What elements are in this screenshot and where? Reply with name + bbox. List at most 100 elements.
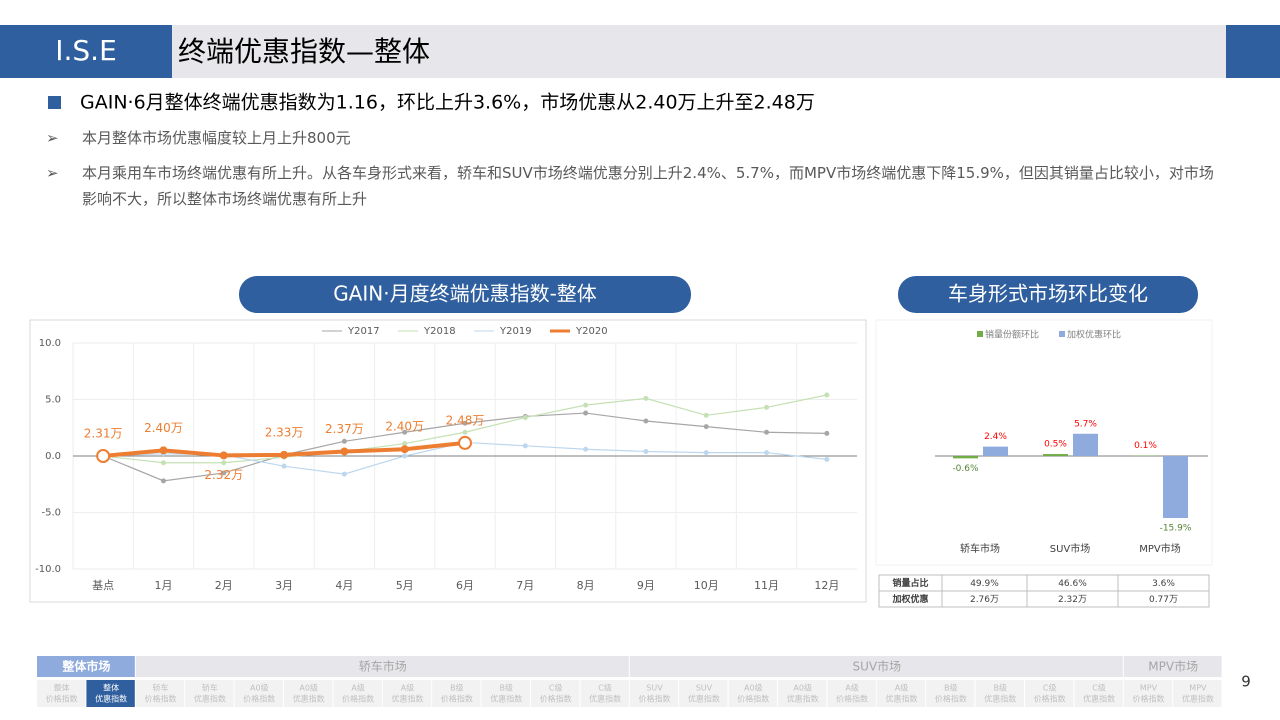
point bbox=[703, 424, 709, 430]
nav-tab bbox=[135, 656, 629, 677]
x-tick-label: 6月 bbox=[456, 579, 474, 592]
nav-item-label: 价格指数 bbox=[145, 694, 177, 704]
point bbox=[643, 395, 649, 401]
nav-item bbox=[86, 680, 135, 707]
point bbox=[340, 447, 349, 456]
nav-item-label: 价格指数 bbox=[836, 694, 868, 704]
chart-title-pill bbox=[898, 276, 1198, 313]
chart-title: GAIN·月度终端优惠指数-整体 bbox=[333, 282, 597, 306]
table-cell-text: 46.6% bbox=[1058, 579, 1087, 589]
legend-swatch bbox=[977, 331, 983, 337]
nav-item-label: C级 bbox=[1092, 683, 1106, 693]
nav-item-label: 优惠指数 bbox=[392, 694, 424, 704]
arrow: ➢ bbox=[46, 129, 59, 147]
point-annotation: 2.40万 bbox=[385, 420, 424, 434]
point bbox=[341, 438, 347, 444]
nav-item-label: B级 bbox=[500, 683, 514, 693]
nav-item-label: 优惠指数 bbox=[293, 694, 325, 704]
point-annotation: 2.31万 bbox=[84, 427, 123, 441]
point bbox=[824, 456, 830, 462]
brand-block bbox=[0, 25, 172, 78]
nav-item bbox=[580, 680, 629, 707]
nav-item-label: 优惠指数 bbox=[688, 694, 720, 704]
table-row-header: 销量占比 bbox=[892, 577, 928, 589]
chart-title: 车身形式市场环比变化 bbox=[948, 282, 1148, 306]
nav-item-label: A0级 bbox=[793, 683, 812, 693]
plot-frame bbox=[29, 319, 867, 603]
point bbox=[643, 448, 649, 454]
x-tick-label: 1月 bbox=[154, 579, 172, 592]
sub-bullet-text: 本月整体市场优惠幅度较上月上升800元 bbox=[82, 129, 351, 147]
legend-label: 销量份额环比 bbox=[985, 329, 1039, 341]
point-annotation: 2.40万 bbox=[144, 421, 183, 435]
nav-tab bbox=[629, 656, 1123, 677]
nav-item-label: 轿车 bbox=[153, 683, 169, 693]
sub-bullet: ➢ 本月乘用车市场终端优惠有所上升。从各车身形式来看，轿车和SUV市场终端优惠分别… bbox=[46, 160, 1228, 212]
nav-tab-label: SUV市场 bbox=[852, 659, 901, 674]
point bbox=[160, 460, 166, 466]
point bbox=[522, 415, 528, 421]
main-bullet: GAIN·6月整体终端优惠指数为1.16，环比上升3.6%，市场优惠从2.40万… bbox=[80, 92, 815, 114]
x-tick-label: 10月 bbox=[694, 579, 719, 592]
nav-item bbox=[37, 680, 86, 707]
bar-value-label: 5.7% bbox=[1074, 419, 1097, 429]
nav-item bbox=[778, 680, 827, 707]
nav-tab-label: MPV市场 bbox=[1148, 659, 1198, 674]
nav-tab-label: 轿车市场 bbox=[359, 659, 407, 674]
legend-label: Y2018 bbox=[423, 326, 456, 337]
x-tick-label: 12月 bbox=[814, 579, 839, 592]
point bbox=[160, 478, 166, 484]
plot-frame bbox=[875, 319, 1213, 566]
x-tick-label: 5月 bbox=[396, 579, 414, 592]
nav-tab bbox=[37, 656, 135, 677]
x-tick-label: 基点 bbox=[92, 579, 114, 592]
nav-item-label: B级 bbox=[944, 683, 958, 693]
point bbox=[462, 429, 468, 435]
bar bbox=[983, 446, 1008, 456]
bar-value-label: -15.9% bbox=[1160, 524, 1192, 534]
point bbox=[221, 470, 227, 476]
point bbox=[402, 429, 408, 435]
nav-item-label: 价格指数 bbox=[737, 694, 769, 704]
nav-item bbox=[975, 680, 1024, 707]
nav-item-label: 价格指数 bbox=[342, 694, 374, 704]
x-tick-label: 11月 bbox=[754, 579, 779, 592]
table-cell-text: 2.32万 bbox=[1058, 595, 1087, 605]
bar-value-label: 0.1% bbox=[1134, 441, 1157, 451]
title-band bbox=[172, 25, 1226, 78]
y-tick-label: -10.0 bbox=[35, 564, 61, 575]
x-tick-label: 2月 bbox=[215, 579, 233, 592]
point bbox=[583, 410, 589, 416]
x-tick-label: SUV市场 bbox=[1050, 542, 1091, 555]
nav-item-label: 价格指数 bbox=[1133, 694, 1165, 704]
nav-item bbox=[1074, 680, 1123, 707]
x-tick-label: 7月 bbox=[516, 579, 534, 592]
point bbox=[400, 445, 409, 454]
point bbox=[703, 412, 709, 418]
x-tick-label: 轿车市场 bbox=[960, 542, 1000, 555]
nav-item bbox=[185, 680, 234, 707]
bar-value-label: 2.4% bbox=[984, 432, 1007, 442]
nav-item bbox=[1173, 680, 1222, 707]
point bbox=[402, 441, 408, 447]
nav-item bbox=[531, 680, 580, 707]
nav-item bbox=[432, 680, 481, 707]
x-tick-label: 9月 bbox=[637, 579, 655, 592]
point bbox=[96, 449, 111, 463]
nav-item-label: 价格指数 bbox=[540, 694, 572, 704]
nav-item bbox=[728, 680, 777, 707]
point bbox=[458, 435, 472, 450]
nav-item bbox=[827, 680, 876, 707]
nav-item-label: 价格指数 bbox=[243, 694, 275, 704]
right-block bbox=[1226, 25, 1280, 78]
nav-item-label: C级 bbox=[549, 683, 563, 693]
nav-item bbox=[333, 680, 382, 707]
table-cell-text: 2.76万 bbox=[970, 595, 999, 605]
nav-item bbox=[629, 680, 679, 707]
nav-item bbox=[481, 680, 530, 707]
nav-item-label: A级 bbox=[895, 683, 908, 693]
chart-title-pill bbox=[239, 276, 691, 313]
nav-item-label: A0级 bbox=[744, 683, 763, 693]
nav-item-label: B级 bbox=[994, 683, 1008, 693]
point bbox=[583, 446, 589, 452]
